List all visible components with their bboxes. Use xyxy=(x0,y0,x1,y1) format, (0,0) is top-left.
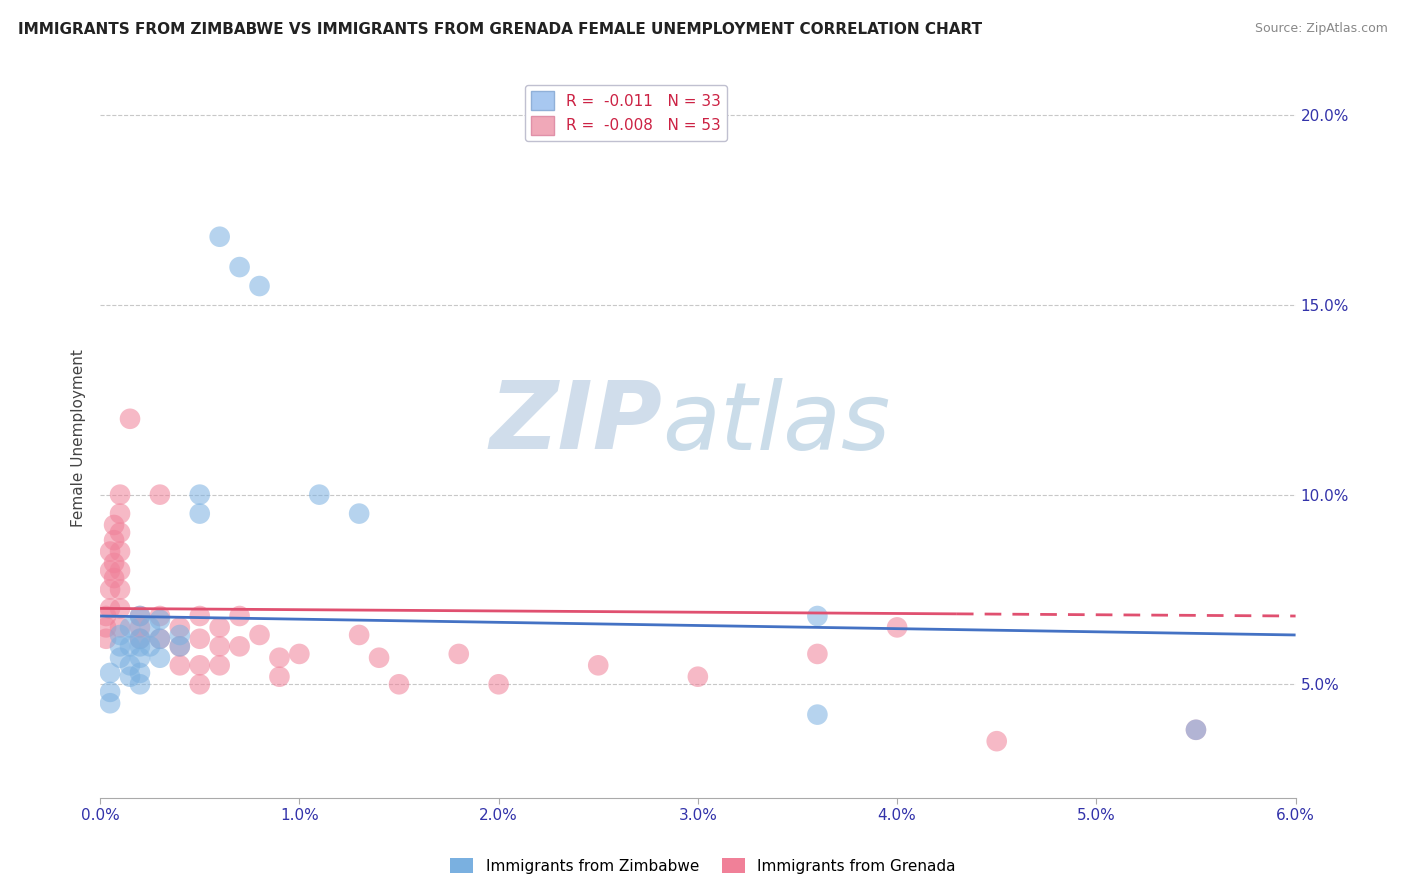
Point xyxy=(806,647,828,661)
Point xyxy=(169,640,191,654)
Point xyxy=(169,658,191,673)
Point xyxy=(129,620,152,634)
Point xyxy=(108,650,131,665)
Point xyxy=(149,632,172,646)
Point xyxy=(1185,723,1208,737)
Point xyxy=(94,632,117,646)
Point xyxy=(129,609,152,624)
Point xyxy=(103,556,125,570)
Point xyxy=(149,650,172,665)
Point xyxy=(388,677,411,691)
Point xyxy=(249,628,271,642)
Point xyxy=(347,628,370,642)
Point xyxy=(94,609,117,624)
Point xyxy=(347,507,370,521)
Point xyxy=(118,640,141,654)
Point xyxy=(886,620,908,634)
Point xyxy=(108,507,131,521)
Point xyxy=(118,411,141,425)
Point xyxy=(103,571,125,585)
Point xyxy=(806,707,828,722)
Point xyxy=(98,582,121,597)
Point xyxy=(108,582,131,597)
Point xyxy=(288,647,311,661)
Point xyxy=(188,507,211,521)
Text: Source: ZipAtlas.com: Source: ZipAtlas.com xyxy=(1254,22,1388,36)
Point xyxy=(129,640,152,654)
Point xyxy=(103,533,125,548)
Point xyxy=(108,544,131,558)
Point xyxy=(149,613,172,627)
Point xyxy=(208,229,231,244)
Point xyxy=(98,564,121,578)
Point xyxy=(806,609,828,624)
Text: atlas: atlas xyxy=(662,378,890,469)
Point xyxy=(149,632,172,646)
Point xyxy=(139,620,162,634)
Point xyxy=(188,677,211,691)
Point xyxy=(1185,723,1208,737)
Point xyxy=(269,650,291,665)
Point xyxy=(447,647,470,661)
Point xyxy=(103,518,125,533)
Point xyxy=(269,670,291,684)
Point xyxy=(98,601,121,615)
Point xyxy=(208,620,231,634)
Point xyxy=(228,609,250,624)
Point xyxy=(228,640,250,654)
Point xyxy=(169,620,191,634)
Point xyxy=(98,685,121,699)
Point xyxy=(208,640,231,654)
Point xyxy=(118,620,141,634)
Point xyxy=(169,640,191,654)
Point xyxy=(188,632,211,646)
Point xyxy=(108,628,131,642)
Point xyxy=(986,734,1008,748)
Text: ZIP: ZIP xyxy=(489,377,662,469)
Point xyxy=(228,260,250,274)
Point xyxy=(94,620,117,634)
Point xyxy=(129,677,152,691)
Point xyxy=(188,488,211,502)
Point xyxy=(368,650,391,665)
Point xyxy=(686,670,709,684)
Point xyxy=(188,658,211,673)
Legend: Immigrants from Zimbabwe, Immigrants from Grenada: Immigrants from Zimbabwe, Immigrants fro… xyxy=(444,852,962,880)
Point xyxy=(188,609,211,624)
Point xyxy=(129,609,152,624)
Point xyxy=(98,665,121,680)
Point xyxy=(98,696,121,710)
Text: IMMIGRANTS FROM ZIMBABWE VS IMMIGRANTS FROM GRENADA FEMALE UNEMPLOYMENT CORRELAT: IMMIGRANTS FROM ZIMBABWE VS IMMIGRANTS F… xyxy=(18,22,983,37)
Point xyxy=(108,525,131,540)
Point xyxy=(108,640,131,654)
Point xyxy=(129,632,152,646)
Point xyxy=(98,544,121,558)
Point xyxy=(208,658,231,673)
Point xyxy=(139,640,162,654)
Point xyxy=(129,632,152,646)
Point xyxy=(108,488,131,502)
Point xyxy=(169,628,191,642)
Point xyxy=(118,670,141,684)
Point xyxy=(586,658,609,673)
Point xyxy=(308,488,330,502)
Legend: R =  -0.011   N = 33, R =  -0.008   N = 53: R = -0.011 N = 33, R = -0.008 N = 53 xyxy=(524,85,727,141)
Point xyxy=(149,488,172,502)
Point xyxy=(488,677,510,691)
Point xyxy=(129,665,152,680)
Point xyxy=(118,658,141,673)
Point xyxy=(108,601,131,615)
Point xyxy=(108,564,131,578)
Point xyxy=(108,620,131,634)
Point xyxy=(249,279,271,293)
Point xyxy=(129,650,152,665)
Y-axis label: Female Unemployment: Female Unemployment xyxy=(72,349,86,526)
Point xyxy=(149,609,172,624)
